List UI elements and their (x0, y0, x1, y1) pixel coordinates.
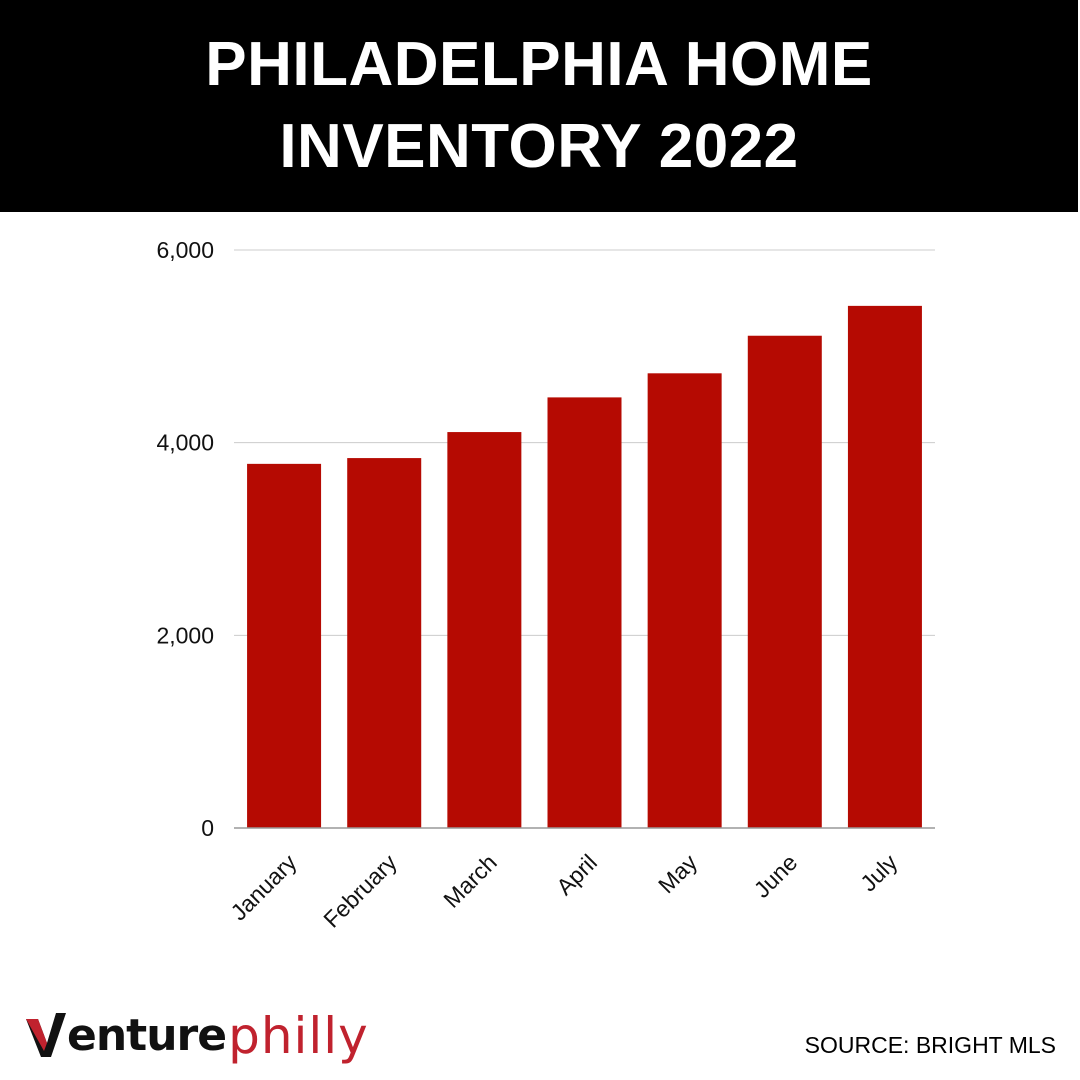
y-tick-label: 6,000 (156, 237, 214, 263)
bar (347, 458, 422, 828)
venture-philly-logo: enture philly (26, 996, 369, 1066)
source-note: SOURCE: BRIGHT MLS (804, 1032, 1056, 1058)
bar (747, 335, 822, 828)
x-tick-label: January (225, 849, 302, 926)
logo-v-mark-icon (26, 1013, 66, 1057)
bar-chart: 0 2,000 4,000 6,000 January February March Apri… (156, 237, 935, 933)
x-tick-label: May (653, 849, 702, 898)
title-banner: PHILADELPHIA HOME INVENTORY 2022 (0, 0, 1078, 212)
x-tick-label: July (855, 849, 903, 897)
chart-title-line-1: PHILADELPHIA HOME (205, 30, 873, 99)
x-tick-label: March (438, 849, 502, 913)
bar (647, 373, 722, 828)
x-tick-label: June (749, 849, 803, 903)
bar (847, 305, 922, 828)
y-tick-label: 4,000 (156, 430, 214, 456)
y-tick-label: 2,000 (156, 622, 214, 648)
bar (447, 432, 522, 828)
x-tick-label: April (551, 849, 602, 900)
logo-venture-text: enture (67, 1010, 227, 1061)
x-tick-label: February (318, 849, 402, 933)
bar (547, 397, 622, 828)
chart-title-line-2: INVENTORY 2022 (279, 112, 799, 181)
logo-philly-text: philly (228, 1007, 369, 1065)
bar (247, 463, 322, 828)
y-tick-label: 0 (201, 815, 214, 841)
